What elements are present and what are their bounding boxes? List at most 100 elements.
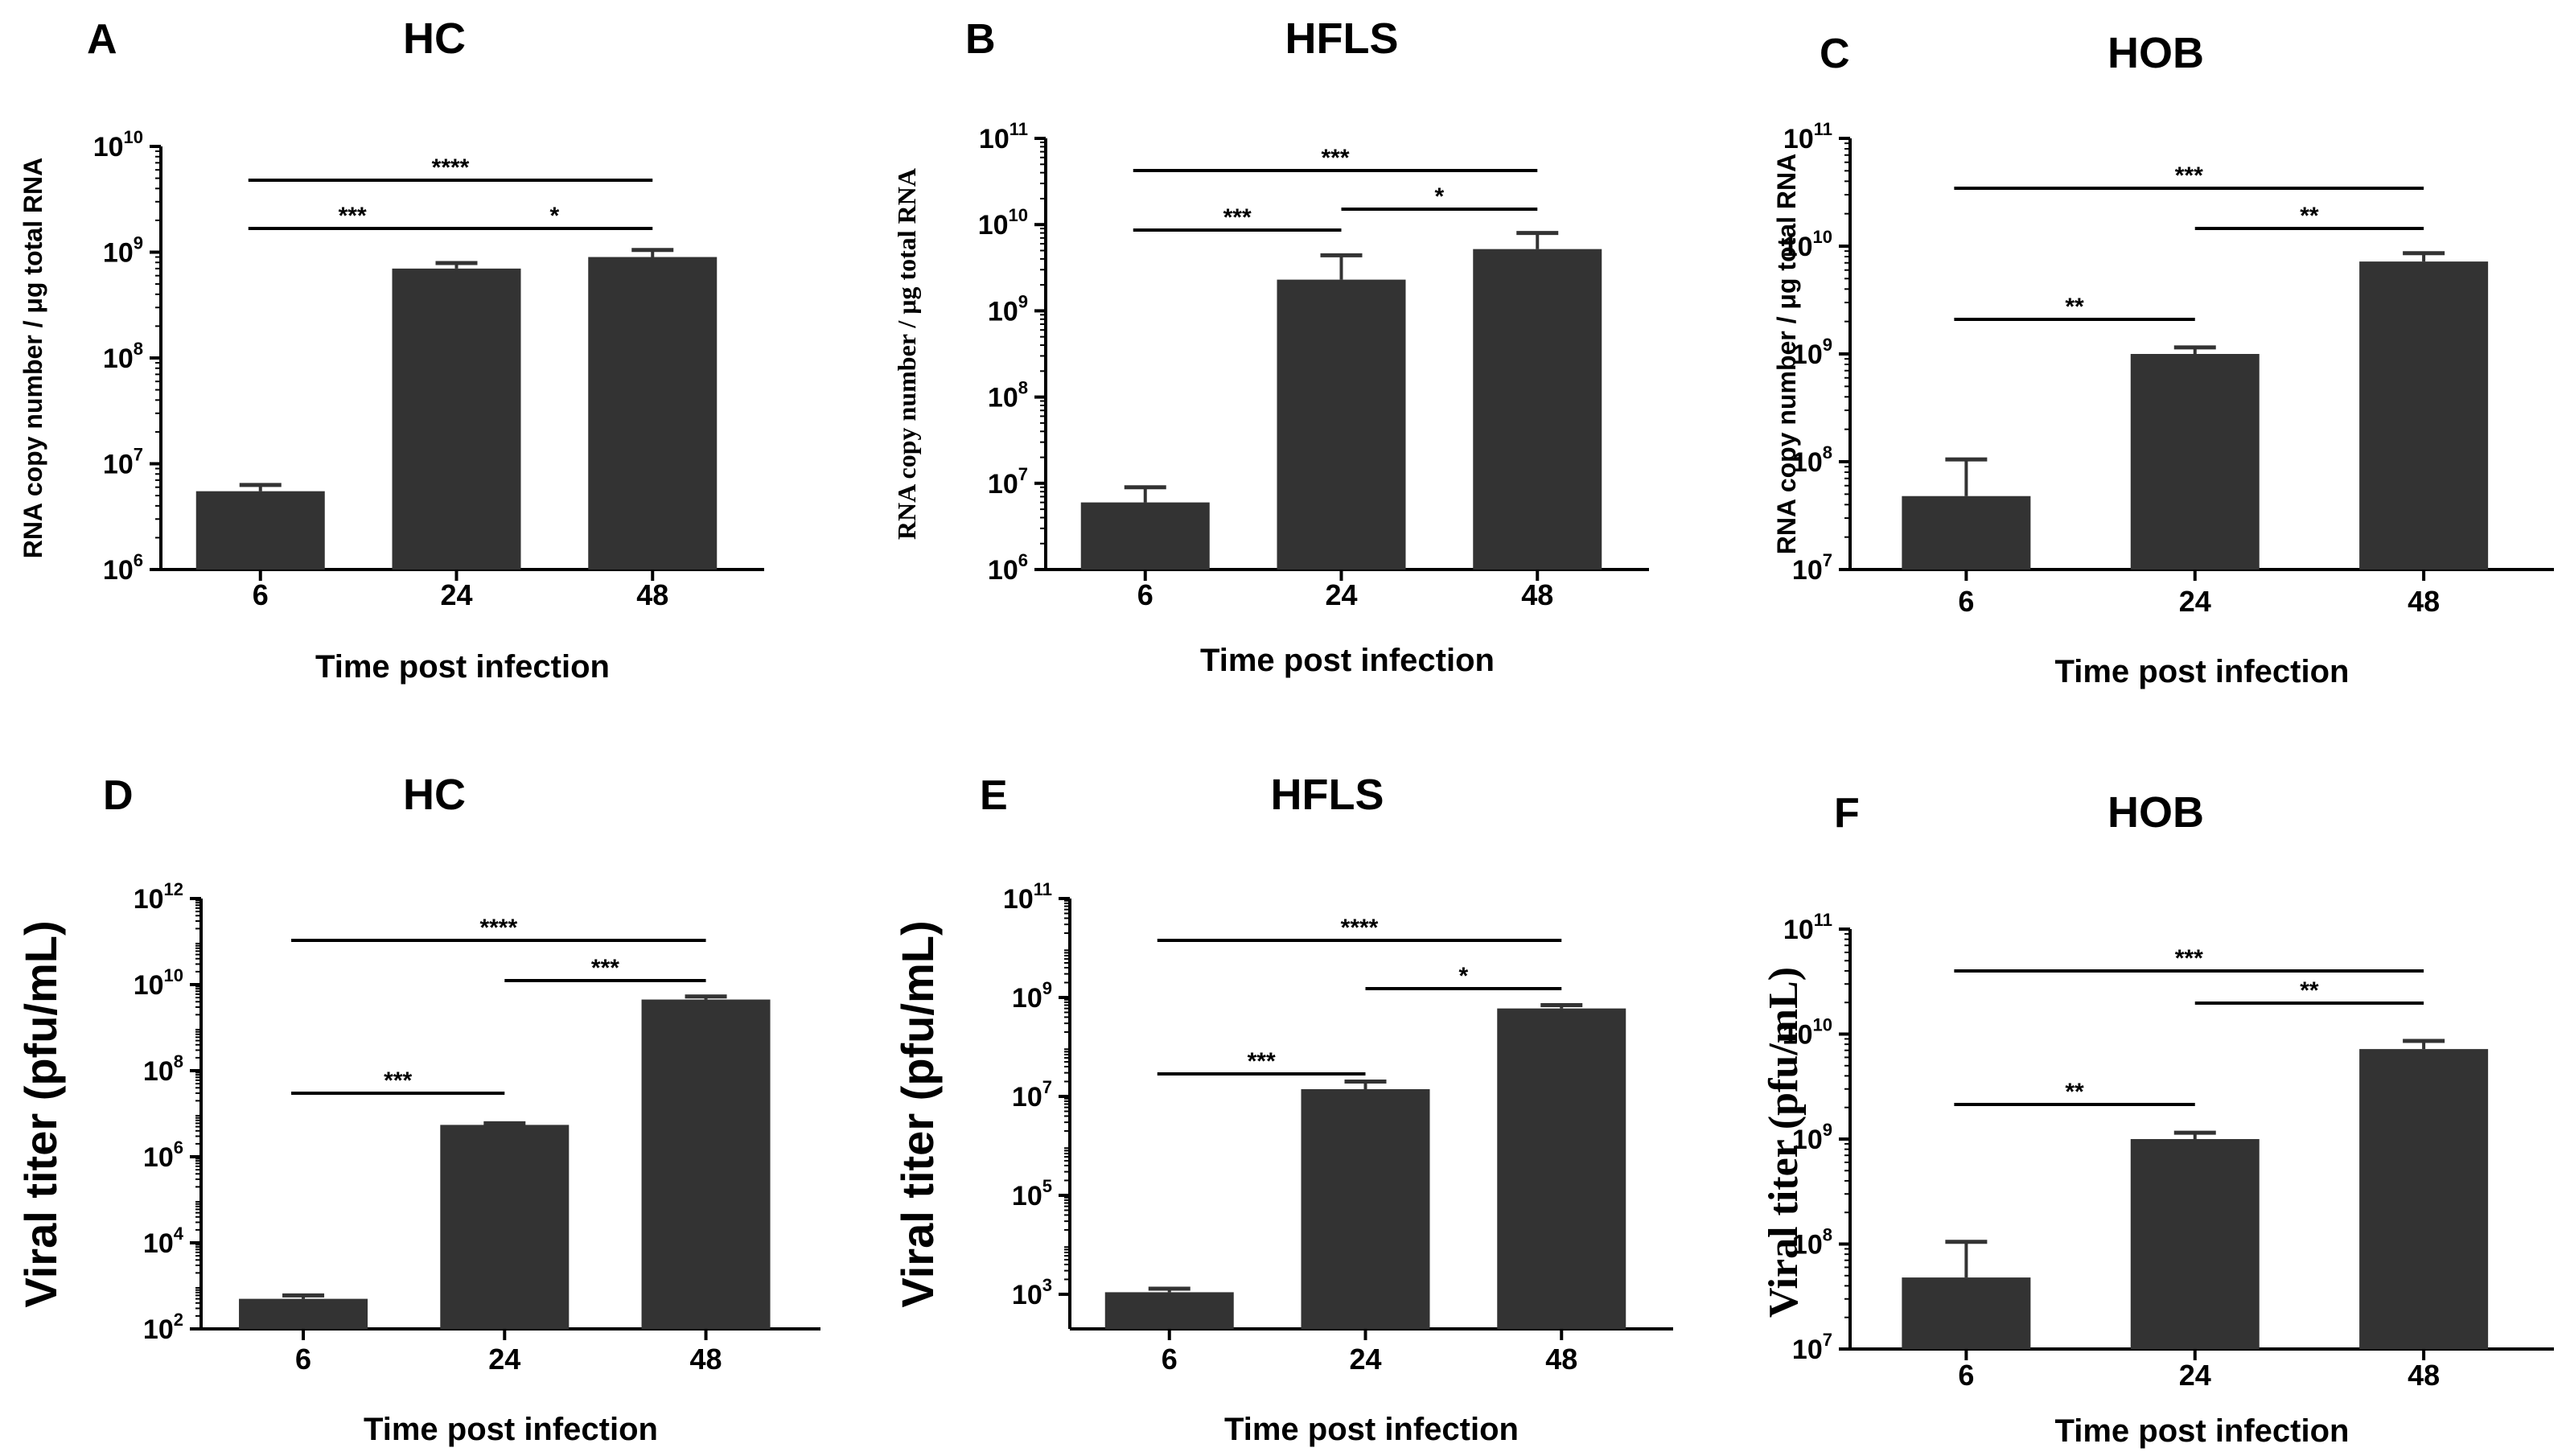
x-axis-label: Time post infection (1224, 1412, 1519, 1447)
x-tick-label: 48 (2408, 1359, 2440, 1392)
y-tick-base: 10 (103, 343, 134, 374)
panel-letter: C (1820, 31, 1850, 77)
bar-6 (239, 1298, 368, 1329)
x-axis-label: Time post infection (2055, 654, 2350, 689)
significance-stars: * (1459, 963, 1469, 989)
y-tick-exponent: 10 (124, 127, 143, 147)
significance-stars: **** (432, 154, 470, 181)
y-tick-base: 10 (1783, 124, 1814, 154)
y-tick-base: 10 (1792, 1125, 1823, 1155)
y-tick-exponent: 11 (1814, 910, 1832, 930)
y-tick-label: 106 (988, 550, 1028, 586)
y-tick-base: 10 (1783, 915, 1814, 945)
significance-stars: *** (591, 955, 619, 981)
y-tick-base: 10 (1792, 555, 1823, 586)
y-tick-exponent: 9 (134, 233, 143, 253)
bar-24 (1301, 1088, 1430, 1329)
y-tick-exponent: 6 (174, 1137, 183, 1158)
y-tick-exponent: 7 (1018, 464, 1028, 484)
x-tick-label: 6 (1137, 578, 1153, 611)
significance-stars: ** (2300, 977, 2319, 1004)
y-tick-label: 108 (1792, 442, 1832, 478)
x-tick-label: 24 (2179, 1359, 2211, 1392)
y-tick-base: 10 (988, 555, 1018, 586)
bar-24 (2130, 1139, 2260, 1349)
y-tick-label: 1012 (134, 879, 183, 915)
y-tick-label: 105 (1012, 1176, 1052, 1211)
y-tick-base: 10 (134, 970, 164, 1001)
y-axis-label: Viral titer (pfu/mL) (1761, 967, 1807, 1318)
y-tick-label: 109 (1012, 978, 1052, 1014)
y-tick-label: 1011 (1783, 119, 1832, 154)
y-axis-label: RNA copy number / μg total RNA (19, 158, 47, 558)
y-tick-base: 10 (103, 450, 134, 480)
panel-letter: A (87, 16, 117, 63)
y-tick-base: 10 (978, 210, 1009, 241)
y-axis-label: RNA copy number / μg total RNA (892, 168, 921, 540)
x-tick-label: 6 (1162, 1343, 1178, 1376)
y-tick-label: 103 (1012, 1275, 1052, 1310)
bar-48 (641, 999, 771, 1329)
y-tick-label: 102 (143, 1310, 183, 1345)
y-tick-label: 108 (988, 378, 1028, 413)
x-axis-label: Time post infection (315, 649, 610, 685)
x-axis-label: Time post infection (364, 1412, 658, 1447)
y-tick-exponent: 6 (1018, 550, 1028, 570)
x-tick-label: 24 (1325, 578, 1357, 611)
y-tick-label: 107 (103, 445, 143, 480)
y-tick-exponent: 12 (164, 879, 183, 899)
y-tick-base: 10 (988, 296, 1018, 327)
y-tick-label: 108 (1792, 1225, 1832, 1261)
x-tick-label: 24 (488, 1343, 520, 1376)
panel-title: HFLS (1285, 14, 1399, 63)
significance-stars: ** (2065, 294, 2084, 320)
x-tick-label: 48 (690, 1343, 722, 1376)
panel-title: HC (403, 14, 466, 63)
y-tick-exponent: 9 (1018, 291, 1028, 311)
bar-6 (1902, 496, 2031, 570)
significance-stars: ** (2065, 1079, 2084, 1105)
y-tick-base: 10 (988, 383, 1018, 413)
y-tick-base: 10 (103, 238, 134, 269)
y-tick-label: 1011 (1783, 910, 1832, 945)
significance-stars: *** (339, 203, 367, 229)
x-tick-label: 24 (2179, 585, 2211, 618)
y-tick-exponent: 9 (1823, 335, 1832, 355)
x-tick-label: 48 (1521, 578, 1553, 611)
y-tick-exponent: 4 (174, 1224, 184, 1244)
y-tick-label: 1010 (134, 965, 183, 1001)
x-tick-label: 24 (1349, 1343, 1381, 1376)
y-tick-exponent: 8 (134, 339, 143, 359)
y-tick-base: 10 (1792, 1335, 1823, 1365)
y-tick-exponent: 3 (1042, 1275, 1052, 1295)
x-axis-label: Time post infection (1200, 643, 1495, 678)
y-tick-base: 10 (1792, 339, 1823, 370)
y-tick-exponent: 11 (1814, 119, 1832, 139)
y-tick-label: 1011 (979, 119, 1028, 154)
y-tick-label: 109 (103, 233, 143, 269)
x-tick-label: 24 (440, 578, 472, 611)
y-tick-label: 107 (988, 464, 1028, 500)
x-tick-label: 6 (253, 578, 269, 611)
y-tick-exponent: 7 (1823, 1330, 1832, 1350)
y-tick-base: 10 (979, 124, 1010, 154)
bar-48 (1473, 249, 1602, 570)
significance-stars: * (1435, 183, 1445, 210)
y-tick-base: 10 (988, 469, 1018, 500)
bar-6 (195, 491, 325, 570)
significance-stars: *** (1248, 1048, 1276, 1075)
significance-stars: ** (2300, 203, 2319, 229)
bar-24 (392, 268, 521, 570)
y-axis-label: RNA copy number / μg total RNA (1772, 154, 1801, 554)
significance-stars: *** (2175, 945, 2203, 972)
y-tick-exponent: 10 (1813, 1015, 1832, 1035)
bar-6 (1104, 1292, 1234, 1329)
y-tick-exponent: 9 (1042, 978, 1052, 998)
panel-title: HC (403, 771, 466, 819)
y-tick-exponent: 5 (1042, 1176, 1052, 1196)
panel-letter: E (980, 772, 1008, 819)
y-tick-base: 10 (143, 1228, 174, 1259)
